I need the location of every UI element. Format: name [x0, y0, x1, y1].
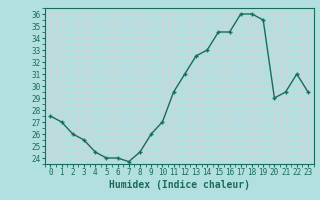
X-axis label: Humidex (Indice chaleur): Humidex (Indice chaleur): [109, 180, 250, 190]
